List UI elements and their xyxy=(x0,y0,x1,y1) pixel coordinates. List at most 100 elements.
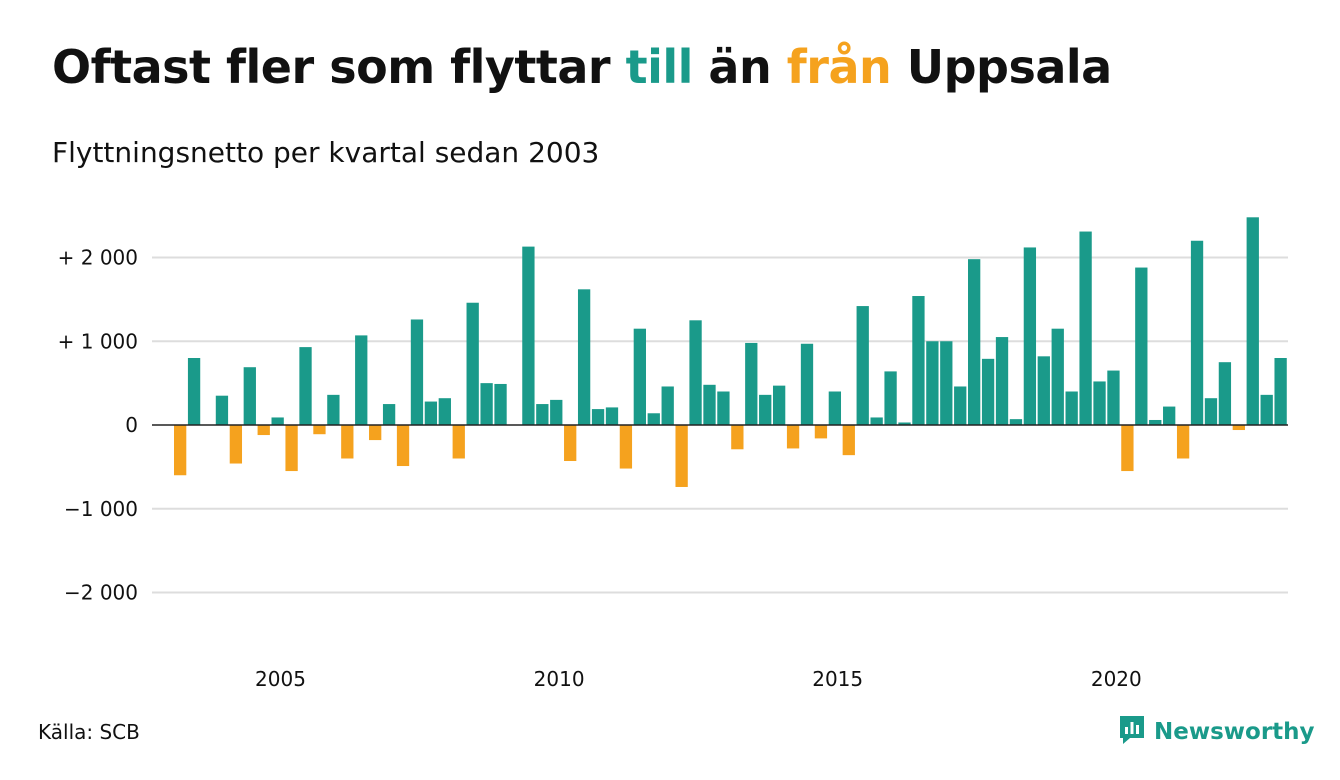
bar xyxy=(954,386,967,426)
bar xyxy=(842,425,855,456)
bar xyxy=(884,371,897,425)
title-highlight-in: till xyxy=(625,40,694,94)
title-part-3: Uppsala xyxy=(891,40,1112,94)
bar xyxy=(299,347,312,425)
newsworthy-logo-icon xyxy=(1118,714,1146,750)
x-tick-label: 2010 xyxy=(534,667,585,691)
y-tick-label: −1 000 xyxy=(64,497,138,521)
bar xyxy=(605,407,619,425)
bar xyxy=(1107,370,1120,425)
bar xyxy=(968,259,981,425)
bar xyxy=(424,401,438,425)
bar xyxy=(577,289,591,425)
y-tick-label: + 1 000 xyxy=(58,329,138,353)
bar xyxy=(271,417,284,425)
bar xyxy=(187,358,201,425)
bar xyxy=(1009,419,1023,425)
bar xyxy=(675,425,688,487)
bar xyxy=(452,425,465,459)
bar-chart: + 2 000 + 1 000 0 −1 000 −2 000 2005 2010 2015… xyxy=(58,217,1288,691)
bar xyxy=(898,422,911,425)
bar xyxy=(550,399,563,426)
bar xyxy=(174,425,187,476)
title-highlight-out: från xyxy=(786,40,892,94)
bar xyxy=(341,425,354,459)
bar xyxy=(1176,425,1190,459)
bar xyxy=(536,404,549,425)
x-tick-label: 2015 xyxy=(812,667,863,691)
brand-logo: Newsworthy xyxy=(1118,714,1315,750)
bar xyxy=(828,391,842,425)
title-part-2: än xyxy=(692,40,787,94)
x-tick-label: 2020 xyxy=(1091,667,1142,691)
title-part-1: Oftast fler som flyttar xyxy=(52,40,626,94)
bar xyxy=(759,394,772,425)
bar xyxy=(995,337,1009,425)
bar xyxy=(1232,425,1245,431)
bar xyxy=(633,328,646,425)
gridlines xyxy=(152,256,1288,594)
bar xyxy=(591,409,605,425)
bar xyxy=(661,386,674,426)
bar xyxy=(1218,362,1232,425)
bar xyxy=(1274,358,1287,425)
bar xyxy=(229,425,243,464)
source-note: Källa: SCB xyxy=(38,720,140,744)
bar xyxy=(786,425,800,449)
bar xyxy=(564,425,577,462)
bar xyxy=(327,394,340,425)
bar xyxy=(522,246,535,425)
bar xyxy=(1204,398,1218,425)
bar xyxy=(243,367,256,425)
bar xyxy=(369,425,382,441)
bar xyxy=(703,384,716,425)
bar xyxy=(731,425,744,450)
bar xyxy=(1093,381,1106,425)
bar xyxy=(1121,425,1134,472)
y-tick-label: 0 xyxy=(125,413,138,437)
bar xyxy=(814,425,828,439)
bar xyxy=(396,425,410,467)
y-tick-label: + 2 000 xyxy=(58,246,138,270)
bar xyxy=(1190,240,1204,425)
bar xyxy=(410,319,424,426)
bars xyxy=(174,217,1287,487)
bar xyxy=(215,395,229,425)
bar xyxy=(494,383,507,425)
y-axis-labels: + 2 000 + 1 000 0 −1 000 −2 000 xyxy=(58,246,138,605)
bar xyxy=(480,383,493,426)
bar xyxy=(1037,356,1050,425)
bar xyxy=(689,320,702,425)
bar xyxy=(1163,406,1176,425)
chart-subtitle: Flyttningsnetto per kvartal sedan 2003 xyxy=(52,136,600,169)
bar xyxy=(285,425,298,472)
bar xyxy=(313,425,326,435)
bar xyxy=(940,341,953,425)
bar xyxy=(1135,267,1148,425)
bar xyxy=(772,385,786,425)
bar xyxy=(619,425,633,469)
bar xyxy=(981,358,995,425)
bar xyxy=(1079,231,1092,425)
bar xyxy=(355,335,368,425)
bar xyxy=(647,413,660,425)
bar xyxy=(926,341,939,425)
bar xyxy=(870,417,883,425)
brand-name: Newsworthy xyxy=(1154,719,1315,745)
bar xyxy=(1149,419,1162,426)
bar xyxy=(800,343,814,425)
x-axis-labels: 2005 2010 2015 2020 xyxy=(255,667,1142,691)
bar xyxy=(1260,394,1273,425)
bar xyxy=(382,404,396,425)
y-tick-label: −2 000 xyxy=(64,581,138,605)
bar xyxy=(717,391,730,425)
bar xyxy=(1246,217,1259,425)
bar xyxy=(1023,247,1037,425)
bar xyxy=(257,425,270,436)
bar xyxy=(745,342,758,426)
chart-title: Oftast fler som flyttar till än från Upp… xyxy=(52,40,1112,94)
bar xyxy=(1051,328,1064,425)
bar xyxy=(438,398,451,425)
bar xyxy=(856,306,869,425)
bar xyxy=(1065,391,1078,425)
